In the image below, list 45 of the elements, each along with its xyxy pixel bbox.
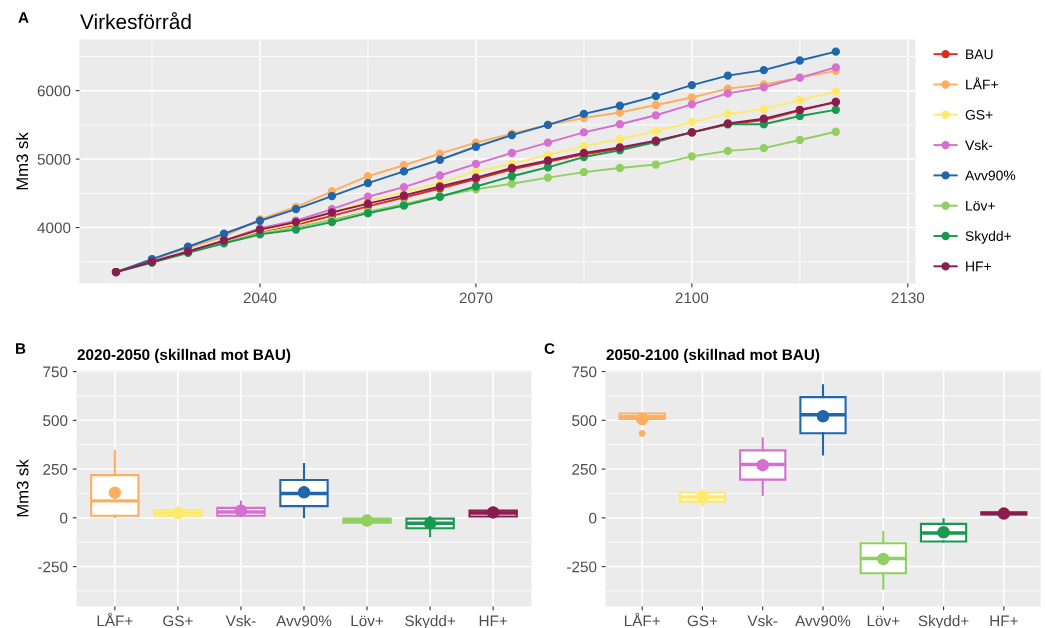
text: C	[544, 343, 555, 354]
y-tick-label: 250	[43, 463, 68, 475]
y-tick-label: -250	[567, 561, 597, 573]
y-tick-label: 0	[589, 512, 597, 524]
y-tick-label: 750	[43, 366, 68, 378]
y-axis-title: Mm3 sk	[16, 459, 29, 517]
text: A	[18, 12, 29, 23]
y-axis-title: Mm3 sk	[15, 132, 29, 190]
x-tick-label: LÅF+	[624, 612, 660, 627]
x-tick-label: Löv+	[867, 615, 900, 627]
x-tick-label: Vsk-	[747, 615, 778, 627]
legend-label: HF+	[966, 261, 991, 272]
x-tick-label: Vsk-	[225, 615, 256, 627]
x-tick-label: HF+	[479, 615, 508, 627]
y-tick-label: 750	[572, 366, 597, 378]
legend-label: Vsk-	[965, 139, 993, 151]
legend-label: LÅF+	[966, 77, 998, 90]
chart-title: 2020-2050 (skillnad mot BAU)	[77, 348, 291, 364]
chart-title: Virkesförråd	[80, 12, 191, 30]
x-tick-label: 2070	[459, 292, 493, 304]
y-tick-label: 250	[572, 463, 597, 475]
y-tick-label: 4000	[37, 222, 71, 234]
x-tick-label: HF+	[990, 615, 1018, 627]
x-tick-label: 2130	[891, 292, 925, 304]
y-tick-label: 500	[572, 415, 597, 427]
legend-label: Avv90%	[965, 170, 1016, 181]
legend-label: BAU	[966, 49, 993, 60]
x-tick-label: GS+	[687, 615, 718, 627]
y-tick-label: 500	[43, 415, 68, 427]
x-tick-label: Avv90%	[276, 615, 332, 627]
text: B	[16, 343, 26, 354]
y-tick-label: 5000	[37, 153, 71, 165]
x-tick-label: LÅF+	[97, 612, 133, 627]
x-tick-label: Löv+	[351, 615, 384, 627]
x-tick-label: 2100	[675, 292, 709, 304]
x-tick-label: GS+	[163, 615, 193, 627]
legend-label: Löv+	[966, 201, 995, 211]
x-tick-label: Avv90%	[795, 615, 851, 627]
chart-title: 2050-2100 (skillnad mot BAU)	[606, 348, 820, 364]
x-tick-label: 2040	[243, 292, 277, 304]
legend-label: GS+	[965, 109, 993, 120]
y-tick-label: 6000	[37, 85, 71, 97]
y-tick-label: 0	[60, 512, 68, 524]
y-tick-label: -250	[38, 561, 68, 573]
legend-label: Skydd+	[965, 230, 1012, 244]
